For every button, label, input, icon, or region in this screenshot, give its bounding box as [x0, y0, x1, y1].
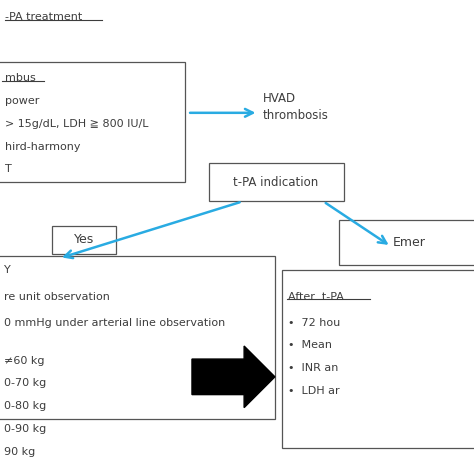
Text: t-PA indication: t-PA indication — [234, 175, 319, 189]
FancyBboxPatch shape — [282, 270, 474, 448]
FancyBboxPatch shape — [0, 62, 185, 182]
Text: 0-80 kg: 0-80 kg — [4, 401, 46, 411]
Text: •  Mean: • Mean — [288, 340, 332, 350]
Text: T: T — [5, 164, 11, 174]
FancyBboxPatch shape — [209, 163, 344, 201]
FancyBboxPatch shape — [0, 256, 275, 419]
Text: 90 kg: 90 kg — [4, 447, 35, 456]
FancyArrow shape — [192, 346, 275, 408]
FancyBboxPatch shape — [339, 220, 474, 265]
Text: HVAD
thrombosis: HVAD thrombosis — [263, 92, 329, 122]
Text: > 15g/dL, LDH ≧ 800 IU/L: > 15g/dL, LDH ≧ 800 IU/L — [5, 119, 148, 129]
Text: -PA treatment: -PA treatment — [5, 12, 82, 22]
Text: re unit observation: re unit observation — [4, 292, 109, 301]
Text: hird-harmony: hird-harmony — [5, 142, 80, 152]
Text: After  t-PA: After t-PA — [288, 292, 344, 301]
Text: ≠60 kg: ≠60 kg — [4, 356, 44, 365]
Text: Emer: Emer — [392, 237, 425, 249]
Text: 0-90 kg: 0-90 kg — [4, 424, 46, 434]
Text: Y: Y — [4, 265, 10, 275]
Text: Yes: Yes — [74, 233, 94, 246]
Text: mbus: mbus — [5, 73, 36, 83]
Text: 0-70 kg: 0-70 kg — [4, 378, 46, 388]
Text: •  LDH ar: • LDH ar — [288, 386, 340, 396]
Text: 0 mmHg under arterial line observation: 0 mmHg under arterial line observation — [4, 318, 225, 328]
Text: power: power — [5, 96, 39, 106]
FancyBboxPatch shape — [52, 226, 116, 254]
Text: •  72 hou: • 72 hou — [288, 318, 340, 328]
Text: •  INR an: • INR an — [288, 363, 338, 373]
